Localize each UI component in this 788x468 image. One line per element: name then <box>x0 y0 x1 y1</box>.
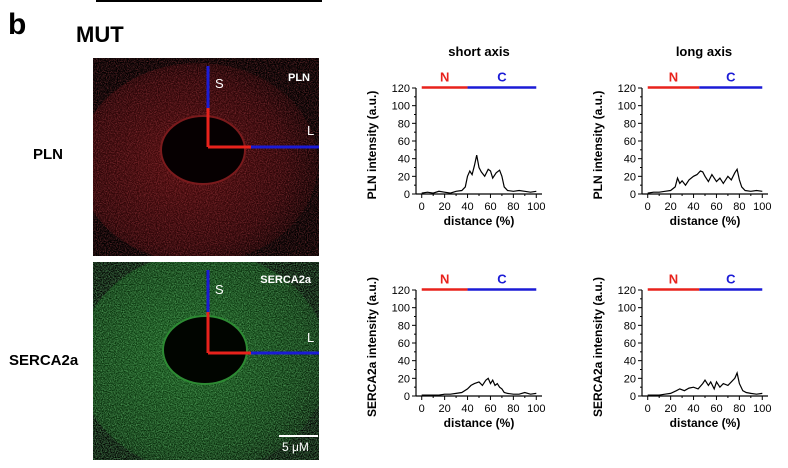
plot-0-x-tick-label: 0 <box>419 201 425 213</box>
plot-2-y-tick-label: 0 <box>404 391 410 403</box>
plot-3-x-tick-label: 80 <box>733 403 745 415</box>
plot-2-y-tick-label: 20 <box>398 373 410 385</box>
plot-2-segment-label-N: N <box>440 272 449 287</box>
plot-2-x-tick-label: 0 <box>419 403 425 415</box>
plot-0-y-axis-label: PLN intensity (a.u.) <box>365 91 379 200</box>
plot-1-x-tick-label: 0 <box>645 201 651 213</box>
column-title-short-axis: short axis <box>448 44 510 59</box>
row-label-pln: PLN <box>33 146 63 163</box>
plot-2-y-tick-label: 100 <box>392 303 410 315</box>
plot-1-x-axis-label: distance (%) <box>670 214 741 228</box>
plot-3-x-tick-label: 100 <box>753 403 771 415</box>
plot-2-segment-label-C: C <box>497 272 507 287</box>
plot-3-x-tick-label: 40 <box>687 403 699 415</box>
plot-1-x-tick-label: 80 <box>733 201 745 213</box>
plot-1-y-tick-label: 20 <box>624 171 636 183</box>
plot-3-x-tick-label: 0 <box>645 403 651 415</box>
plot-1-segment-label-N: N <box>669 70 678 85</box>
plot-2-y-tick-label: 80 <box>398 320 410 332</box>
plot-2-y-tick-label: 40 <box>398 356 410 368</box>
plot-3-series-line <box>647 371 763 396</box>
plot-0-segment-label-C: C <box>497 70 507 85</box>
plot-0-series-line <box>421 154 537 194</box>
plot-0-x-tick-label: 80 <box>507 201 519 213</box>
scale-bar-label: 5 μM <box>282 440 309 454</box>
plot-0-x-tick-label: 20 <box>439 201 451 213</box>
plot-1-segment-label-C: C <box>726 70 736 85</box>
plot-1-y-tick-label: 100 <box>618 101 636 113</box>
plot-1-x-tick-label: 60 <box>710 201 722 213</box>
plot-2-x-tick-label: 20 <box>439 403 451 415</box>
axis-letter-short: S <box>215 282 224 297</box>
plot-3-y-tick-label: 120 <box>618 285 636 297</box>
plot-3-segment-label-C: C <box>726 272 736 287</box>
plot-2-y-axis-label: SERCA2a intensity (a.u.) <box>365 277 379 417</box>
plot-3-y-tick-label: 0 <box>630 391 636 403</box>
plot-3-y-tick-label: 80 <box>624 320 636 332</box>
plot-1-y-tick-label: 0 <box>630 189 636 201</box>
plot-1-y-tick-label: 60 <box>624 136 636 148</box>
plot-2-x-tick-label: 60 <box>484 403 496 415</box>
plot-3-x-axis-label: distance (%) <box>670 416 741 430</box>
axis-letter-long: L <box>307 123 315 138</box>
plot-1-y-tick-label: 40 <box>624 154 636 166</box>
plot-1-y-axis-label: PLN intensity (a.u.) <box>591 91 605 200</box>
plot-0-y-tick-label: 80 <box>398 118 410 130</box>
plot-0-x-tick-label: 60 <box>484 201 496 213</box>
plot-1-x-tick-label: 20 <box>665 201 677 213</box>
channel-label-pln: PLN <box>288 72 310 84</box>
micrograph-pln: PLN S L <box>93 58 319 256</box>
plot-2-x-tick-label: 80 <box>507 403 519 415</box>
plot-0-segment-label-N: N <box>440 70 449 85</box>
column-title-long-axis: long axis <box>675 44 733 59</box>
plot-1-y-tick-label: 80 <box>624 118 636 130</box>
plot-3-y-axis-label: SERCA2a intensity (a.u.) <box>591 277 605 417</box>
plot-1-series-line <box>647 167 763 194</box>
plot-0-y-tick-label: 20 <box>398 171 410 183</box>
plot-2-x-axis-label: distance (%) <box>444 416 515 430</box>
plot-3-y-tick-label: 60 <box>624 338 636 350</box>
plot-0-y-tick-label: 120 <box>392 83 410 95</box>
plot-3-x-tick-label: 20 <box>665 403 677 415</box>
axis-letter-short: S <box>215 76 224 91</box>
plot-2-x-tick-label: 40 <box>461 403 473 415</box>
plot-0-x-axis-label: distance (%) <box>444 214 515 228</box>
plot-0-y-tick-label: 0 <box>404 189 410 201</box>
plot-3-x-tick-label: 60 <box>710 403 722 415</box>
channel-label-serca2a: SERCA2a <box>260 274 311 286</box>
top-rule <box>96 0 322 2</box>
plot-3-y-tick-label: 40 <box>624 356 636 368</box>
plot-2-y-tick-label: 60 <box>398 338 410 350</box>
plot-2-y-tick-label: 120 <box>392 285 410 297</box>
plot-1-y-tick-label: 120 <box>618 83 636 95</box>
micrograph-serca2a: SERCA2a S L 5 μM <box>93 262 319 460</box>
plot-0-x-tick-label: 100 <box>527 201 545 213</box>
plot-0-y-tick-label: 100 <box>392 101 410 113</box>
plot-2-series-line <box>421 377 537 396</box>
plot-3-y-tick-label: 100 <box>618 303 636 315</box>
panel-letter: b <box>8 8 27 41</box>
row-label-serca2a: SERCA2a <box>9 352 79 369</box>
plot-3-segment-label-N: N <box>669 272 678 287</box>
plot-0-y-tick-label: 60 <box>398 136 410 148</box>
plot-1-x-tick-label: 40 <box>687 201 699 213</box>
plot-0-y-tick-label: 40 <box>398 154 410 166</box>
group-title: MUT <box>76 22 124 47</box>
plot-1-x-tick-label: 100 <box>753 201 771 213</box>
plot-3-y-tick-label: 20 <box>624 373 636 385</box>
plot-0-x-tick-label: 40 <box>461 201 473 213</box>
plot-2-x-tick-label: 100 <box>527 403 545 415</box>
axis-letter-long: L <box>307 330 315 345</box>
